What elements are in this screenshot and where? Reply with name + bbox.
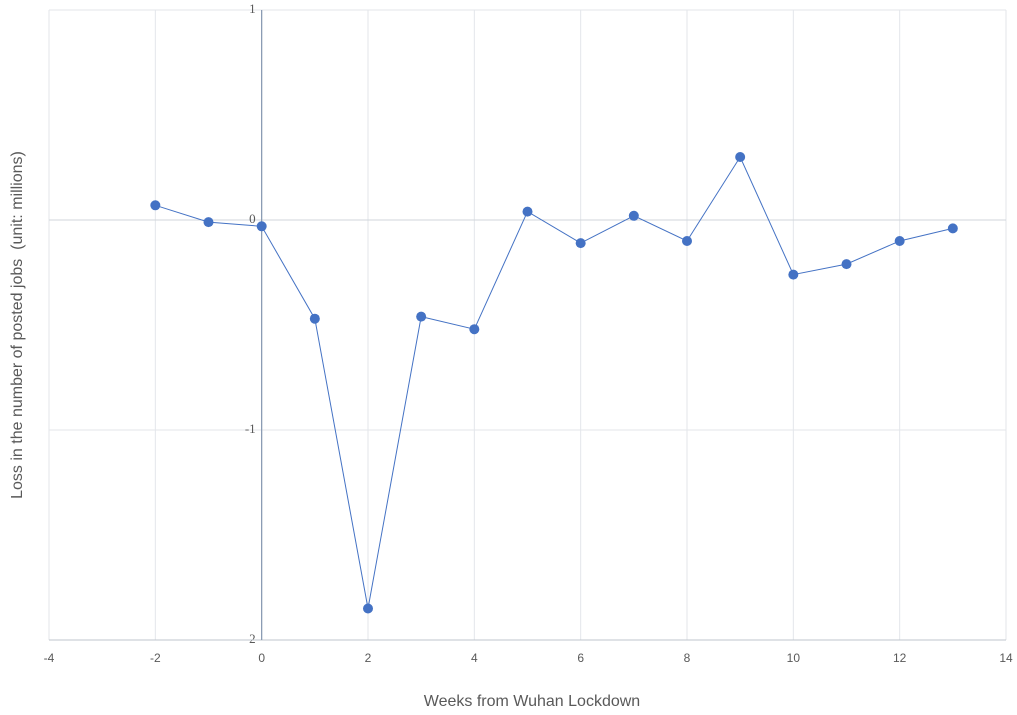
data-point xyxy=(256,221,267,232)
data-point xyxy=(469,324,480,335)
y-tick-label: -1 xyxy=(245,421,256,436)
data-point xyxy=(735,152,746,162)
data-point xyxy=(522,206,533,217)
x-tick-label: 0 xyxy=(258,651,265,665)
series-line xyxy=(155,155,953,609)
x-tick-label: 2 xyxy=(365,651,372,665)
data-point xyxy=(628,210,639,221)
x-tick-label: 14 xyxy=(999,651,1013,665)
data-point xyxy=(203,217,214,228)
x-tick-label: 10 xyxy=(787,651,801,665)
x-tick-label: 12 xyxy=(893,651,907,665)
x-tick-label: 4 xyxy=(471,651,478,665)
data-point xyxy=(788,269,799,280)
x-tick-label: -4 xyxy=(44,651,55,665)
data-point xyxy=(947,223,958,234)
data-point xyxy=(575,238,586,249)
data-point xyxy=(150,200,161,211)
x-tick-label: -2 xyxy=(150,651,161,665)
y-axis-label: Loss in the number of posted jobs (unit:… xyxy=(9,151,26,499)
x-tick-label: 6 xyxy=(577,651,584,665)
x-tick-label: 8 xyxy=(684,651,691,665)
y-tick-label: -2 xyxy=(245,631,256,646)
data-point xyxy=(363,603,373,614)
y-tick-label: 1 xyxy=(249,1,256,16)
data-point xyxy=(416,311,427,322)
data-point xyxy=(894,236,905,246)
data-point xyxy=(682,236,692,246)
x-axis-label: Weeks from Wuhan Lockdown xyxy=(424,693,640,710)
y-tick-label: 0 xyxy=(249,211,256,226)
data-point xyxy=(841,259,852,270)
data-point xyxy=(309,313,320,324)
